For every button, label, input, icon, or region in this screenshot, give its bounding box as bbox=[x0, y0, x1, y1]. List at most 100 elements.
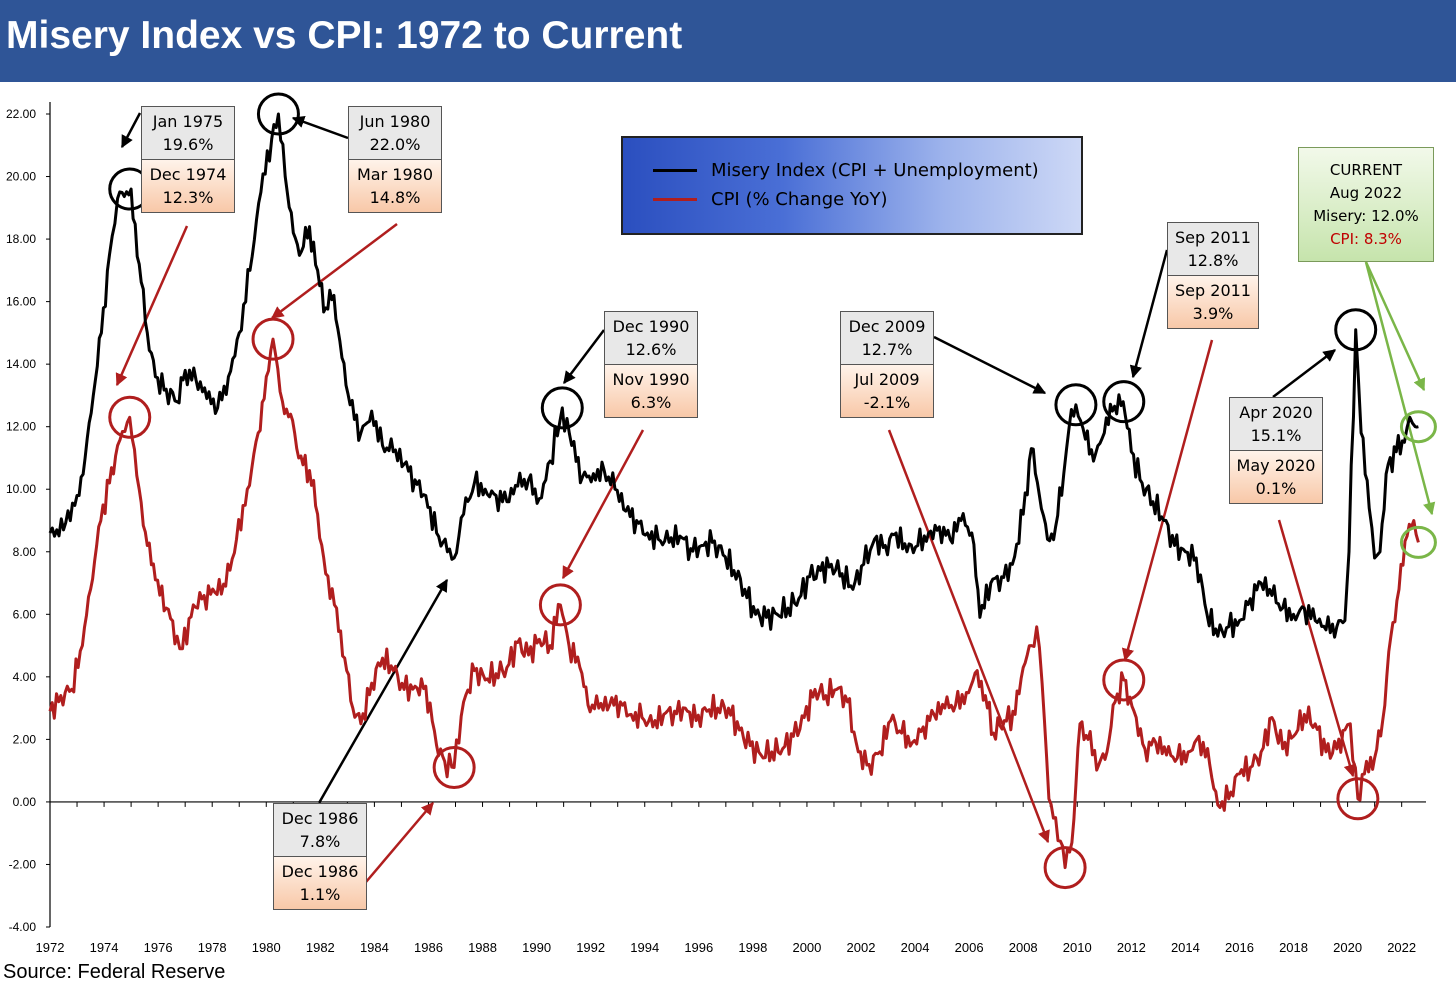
annotation-misery-2009: Dec 2009 12.7% bbox=[841, 312, 933, 365]
legend-label-cpi: CPI (% Change YoY) bbox=[711, 189, 888, 210]
source-note: Source: Federal Reserve bbox=[3, 961, 226, 983]
annotation-cpi-2020: May 2020 0.1% bbox=[1230, 451, 1322, 503]
arrow-2020-misery bbox=[1272, 349, 1336, 398]
x-tick-label: 2000 bbox=[792, 940, 821, 955]
y-tick-label: 20.00 bbox=[6, 170, 36, 184]
x-tick-label: 1986 bbox=[414, 940, 443, 955]
annotation-cpi-1990: Nov 1990 6.3% bbox=[605, 365, 697, 417]
x-tick-label: 2004 bbox=[901, 940, 930, 955]
arrow-current-misery bbox=[1364, 261, 1426, 392]
x-tick-label: 2020 bbox=[1333, 940, 1362, 955]
legend-swatch-misery bbox=[653, 169, 697, 172]
circle-cpi-2009 bbox=[1043, 846, 1087, 890]
annotation-cpi-1974: Dec 1974 12.3% bbox=[142, 160, 234, 212]
y-tick-label: -2.00 bbox=[9, 857, 37, 871]
x-tick-label: 1996 bbox=[684, 940, 713, 955]
arrow-1986-cpi bbox=[365, 802, 434, 883]
x-tick-label: 1992 bbox=[576, 940, 605, 955]
arrow-2011-cpi bbox=[1121, 339, 1214, 662]
x-tick-label: 1998 bbox=[738, 940, 767, 955]
annotation-misery-1990: Dec 1990 12.6% bbox=[605, 312, 697, 365]
x-tick-label: 1974 bbox=[90, 940, 119, 955]
circle-misery-1990 bbox=[540, 386, 584, 430]
x-tick-label: 2016 bbox=[1225, 940, 1254, 955]
arrow-2009-misery bbox=[933, 335, 1047, 395]
arrow-2009-cpi bbox=[887, 429, 1050, 844]
circle-cpi-1974 bbox=[108, 395, 152, 439]
circle-misery-2020 bbox=[1334, 308, 1378, 352]
current-date: Aug 2022 bbox=[1329, 184, 1403, 202]
annotation-misery-1980: Jun 1980 22.0% bbox=[349, 107, 441, 160]
legend-swatch-cpi bbox=[653, 198, 697, 201]
x-tick-label: 2022 bbox=[1387, 940, 1416, 955]
x-tick-label: 2014 bbox=[1171, 940, 1200, 955]
arrow-current-cpi bbox=[1364, 261, 1436, 516]
circle-cpi-2020 bbox=[1336, 777, 1380, 821]
annotation-box-2020: Apr 2020 15.1% May 2020 0.1% bbox=[1229, 397, 1323, 504]
y-tick-label: 22.00 bbox=[6, 107, 36, 121]
y-tick-label: 8.00 bbox=[13, 545, 37, 559]
circle-cpi-1980 bbox=[251, 317, 295, 361]
x-tick-label: 1976 bbox=[144, 940, 173, 955]
x-tick-label: 1994 bbox=[630, 940, 659, 955]
title-bar: Misery Index vs CPI: 1972 to Current bbox=[0, 0, 1456, 82]
annotation-cpi-1986: Dec 1986 1.1% bbox=[274, 857, 366, 909]
circle-misery-1980 bbox=[256, 92, 300, 136]
current-cpi: CPI: 8.3% bbox=[1330, 230, 1402, 248]
x-tick-label: 1990 bbox=[522, 940, 551, 955]
annotation-misery-2020: Apr 2020 15.1% bbox=[1230, 398, 1322, 451]
x-tick-label: 2012 bbox=[1117, 940, 1146, 955]
current-misery: Misery: 12.0% bbox=[1313, 207, 1419, 225]
y-tick-label: 0.00 bbox=[13, 795, 37, 809]
x-tick-label: 2010 bbox=[1063, 940, 1092, 955]
annotation-cpi-2011: Sep 2011 3.9% bbox=[1168, 276, 1258, 328]
x-tick-label: 1984 bbox=[360, 940, 389, 955]
annotation-misery-2011: Sep 2011 12.8% bbox=[1168, 223, 1258, 276]
cpi-line bbox=[48, 337, 1420, 870]
y-tick-label: 12.00 bbox=[6, 420, 36, 434]
circle-current-cpi bbox=[1399, 525, 1437, 559]
annotation-misery-1986: Dec 1986 7.8% bbox=[274, 804, 366, 857]
current-label: CURRENT bbox=[1329, 161, 1403, 179]
y-tick-label: 14.00 bbox=[6, 357, 36, 371]
legend: Misery Index (CPI + Unemployment) CPI (%… bbox=[621, 136, 1083, 235]
y-tick-label: 16.00 bbox=[6, 295, 36, 309]
circle-misery-2011 bbox=[1102, 380, 1146, 424]
chart-title: Misery Index vs CPI: 1972 to Current bbox=[6, 14, 683, 57]
annotation-box-1990: Dec 1990 12.6% Nov 1990 6.3% bbox=[604, 311, 698, 418]
y-tick-label: 10.00 bbox=[6, 482, 36, 496]
arrow-2011-misery bbox=[1129, 249, 1169, 379]
x-tick-label: 1982 bbox=[306, 940, 335, 955]
arrow-1980-misery bbox=[291, 115, 349, 140]
arrow-1990-misery bbox=[563, 329, 605, 384]
arrow-1974-cpi bbox=[115, 225, 189, 387]
circle-current-misery bbox=[1399, 410, 1437, 444]
x-tick-label: 1978 bbox=[198, 940, 227, 955]
annotation-cpi-2009: Jul 2009 -2.1% bbox=[841, 365, 933, 417]
x-tick-label: 1972 bbox=[36, 940, 65, 955]
x-tick-label: 2006 bbox=[955, 940, 984, 955]
arrow-1990-cpi bbox=[561, 429, 645, 580]
annotation-box-2009: Dec 2009 12.7% Jul 2009 -2.1% bbox=[840, 311, 934, 418]
annotation-misery-1975: Jan 1975 19.6% bbox=[142, 107, 234, 160]
arrow-1975-misery bbox=[120, 112, 142, 149]
x-tick-label: 2002 bbox=[847, 940, 876, 955]
misery-index-line bbox=[48, 112, 1419, 639]
x-tick-label: 2008 bbox=[1009, 940, 1038, 955]
legend-entry-misery: Misery Index (CPI + Unemployment) bbox=[653, 160, 1039, 181]
arrow-2020-cpi bbox=[1277, 519, 1356, 778]
y-tick-label: 4.00 bbox=[13, 670, 37, 684]
arrow-1986-misery bbox=[317, 578, 449, 804]
annotation-cpi-1980: Mar 1980 14.8% bbox=[349, 160, 441, 212]
circle-cpi-1986 bbox=[432, 746, 476, 790]
arrow-1980-cpi bbox=[271, 223, 398, 319]
y-tick-label: 6.00 bbox=[13, 607, 37, 621]
circle-cpi-1990 bbox=[538, 583, 582, 627]
annotation-box-1975: Jan 1975 19.6% Dec 1974 12.3% bbox=[141, 106, 235, 213]
annotation-box-1986: Dec 1986 7.8% Dec 1986 1.1% bbox=[273, 803, 367, 910]
legend-entry-cpi: CPI (% Change YoY) bbox=[653, 189, 888, 210]
y-tick-label: 2.00 bbox=[13, 732, 37, 746]
annotation-box-1980: Jun 1980 22.0% Mar 1980 14.8% bbox=[348, 106, 442, 213]
x-tick-label: 1988 bbox=[468, 940, 497, 955]
annotation-box-2011: Sep 2011 12.8% Sep 2011 3.9% bbox=[1167, 222, 1259, 329]
